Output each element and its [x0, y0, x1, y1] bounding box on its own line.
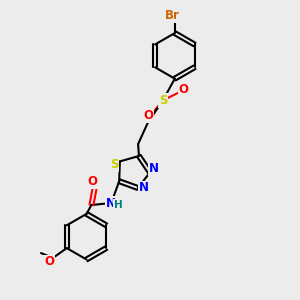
Text: N: N	[139, 182, 149, 194]
Text: N: N	[149, 162, 159, 175]
Text: H: H	[114, 200, 123, 210]
Text: O: O	[87, 175, 98, 188]
Text: O: O	[179, 83, 189, 96]
Text: O: O	[143, 109, 153, 122]
Text: N: N	[106, 196, 116, 209]
Text: Br: Br	[165, 9, 180, 22]
Text: S: S	[159, 94, 167, 107]
Text: O: O	[44, 256, 54, 268]
Text: S: S	[110, 158, 118, 171]
